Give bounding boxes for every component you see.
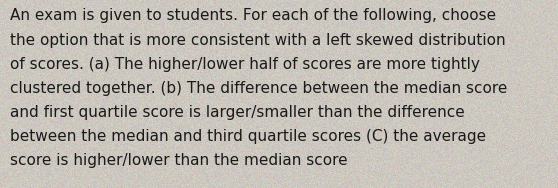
Text: clustered together. (b) The difference between the median score: clustered together. (b) The difference b… xyxy=(10,81,507,96)
Text: of scores. (a) The higher/lower half of scores are more tightly: of scores. (a) The higher/lower half of … xyxy=(10,57,480,72)
Text: between the median and third quartile scores (C) the average: between the median and third quartile sc… xyxy=(10,129,486,144)
Text: An exam is given to students. For each of the following, choose: An exam is given to students. For each o… xyxy=(10,8,496,24)
Text: the option that is more consistent with a left skewed distribution: the option that is more consistent with … xyxy=(10,33,506,48)
Text: and first quartile score is larger/smaller than the difference: and first quartile score is larger/small… xyxy=(10,105,465,120)
Text: score is higher/lower than the median score: score is higher/lower than the median sc… xyxy=(10,153,348,168)
